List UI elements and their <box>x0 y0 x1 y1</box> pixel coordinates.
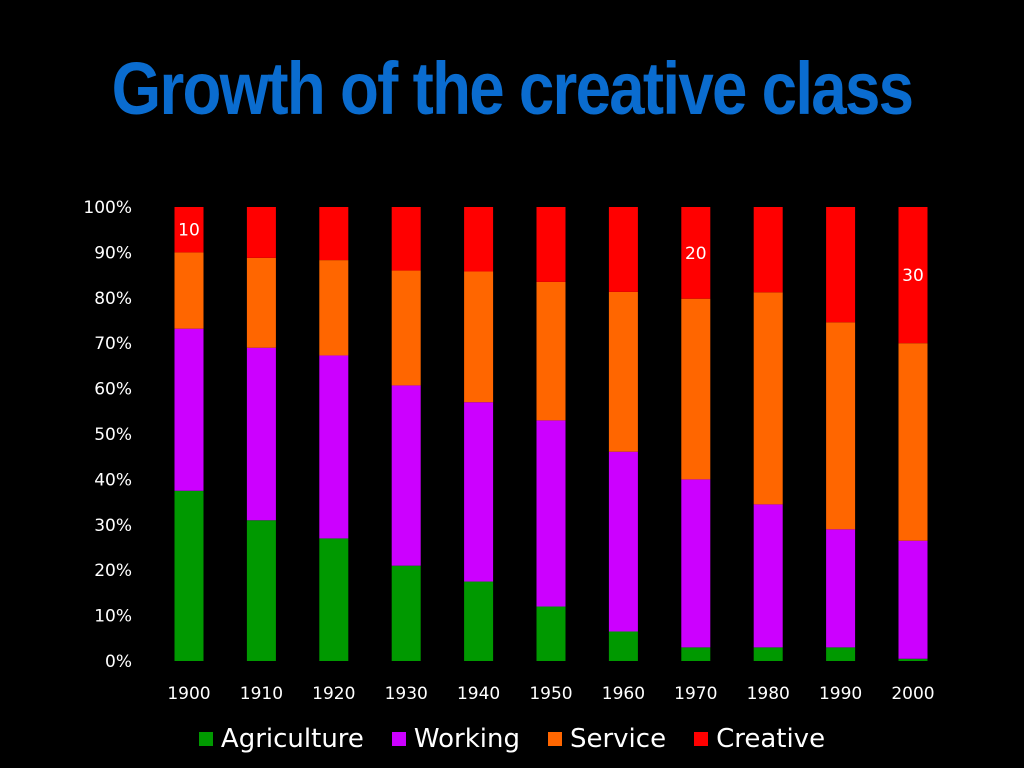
bar-segment-creative-1930 <box>391 207 421 271</box>
bar-segment-agriculture-2000 <box>898 658 928 661</box>
y-tick-label: 60% <box>94 380 132 400</box>
bar-segment-creative-1940 <box>464 207 494 272</box>
bar-segment-creative-1900 <box>174 207 204 253</box>
chart-legend: Agriculture Working Service Creative <box>0 724 1024 754</box>
bar-segment-working-1900 <box>174 328 204 491</box>
y-tick-label: 70% <box>94 334 132 354</box>
bar-segment-creative-1980 <box>753 207 783 293</box>
bar-segment-working-1940 <box>464 402 494 582</box>
y-tick-label: 20% <box>94 561 132 581</box>
bar-segment-working-1990 <box>826 529 856 648</box>
legend-item-agriculture: Agriculture <box>198 724 364 754</box>
bar-segment-working-1930 <box>391 385 421 566</box>
x-tick-label: 1980 <box>747 684 790 704</box>
legend-item-creative: Creative <box>694 724 825 754</box>
bar-segment-agriculture-1990 <box>826 647 856 661</box>
bar-segment-agriculture-1970 <box>681 647 711 661</box>
legend-label-agriculture: Agriculture <box>220 724 364 754</box>
bar-segment-service-1940 <box>464 271 494 403</box>
bar-segment-service-1910 <box>246 257 276 348</box>
bar-segment-service-1960 <box>608 291 638 452</box>
bar-segment-creative-1920 <box>319 207 349 261</box>
bar-segment-service-1930 <box>391 270 421 386</box>
x-tick-label: 1940 <box>457 684 500 704</box>
legend-item-working: Working <box>391 724 520 754</box>
x-tick-label: 1990 <box>819 684 862 704</box>
bar-segment-service-1980 <box>753 292 783 505</box>
y-tick-label: 80% <box>94 289 132 309</box>
bar-segment-agriculture-1950 <box>536 606 566 661</box>
legend-label-creative: Creative <box>716 724 826 754</box>
x-tick-label: 1960 <box>602 684 645 704</box>
bar-segment-working-1970 <box>681 479 711 648</box>
chart-title: Growth of the creative class <box>111 47 914 130</box>
bar-segment-working-1920 <box>319 355 349 539</box>
data-label: 30 <box>902 266 924 286</box>
bar-segment-agriculture-1920 <box>319 538 349 661</box>
x-tick-label: 1950 <box>529 684 572 704</box>
data-label: 10 <box>178 221 200 241</box>
bar-segment-working-1950 <box>536 420 566 607</box>
legend-label-working: Working <box>413 724 520 754</box>
bar-segment-creative-1960 <box>608 207 638 292</box>
bar-segment-agriculture-1900 <box>174 490 204 661</box>
bar-segment-creative-1970 <box>681 207 711 299</box>
bar-segment-service-1900 <box>174 252 204 329</box>
bar-segment-agriculture-1960 <box>608 631 638 661</box>
bar-segment-agriculture-1930 <box>391 565 421 661</box>
bar-segment-working-1980 <box>753 504 783 648</box>
legend-swatch-working <box>391 732 406 746</box>
bar-segment-service-1920 <box>319 260 349 356</box>
bar-segment-service-1950 <box>536 281 566 421</box>
x-tick-label: 1910 <box>240 684 283 704</box>
data-label: 20 <box>685 244 707 264</box>
bar-segment-service-1970 <box>681 298 711 480</box>
bar-segment-working-1910 <box>246 347 276 521</box>
bar-segment-creative-2000 <box>898 207 928 344</box>
x-tick-label: 1970 <box>674 684 717 704</box>
bar-segment-working-2000 <box>898 540 928 659</box>
x-tick-label: 1920 <box>312 684 355 704</box>
legend-item-service: Service <box>547 724 667 754</box>
bar-segment-agriculture-1910 <box>246 520 276 661</box>
bar-segment-creative-1950 <box>536 207 566 282</box>
y-tick-label: 100% <box>83 198 132 218</box>
bar-segment-creative-1990 <box>826 207 856 323</box>
y-tick-label: 10% <box>94 607 132 627</box>
x-tick-label: 1930 <box>385 684 428 704</box>
bar-segment-working-1960 <box>608 451 638 632</box>
legend-label-service: Service <box>569 724 667 754</box>
legend-swatch-service <box>547 732 562 746</box>
y-tick-label: 90% <box>94 243 132 263</box>
bar-segment-agriculture-1980 <box>753 647 783 661</box>
y-tick-label: 40% <box>94 470 132 490</box>
legend-swatch-agriculture <box>198 732 213 746</box>
legend-swatch-creative <box>694 732 709 746</box>
bar-segment-creative-1910 <box>246 207 276 258</box>
bar-segment-service-2000 <box>898 343 928 541</box>
bar-segment-service-1990 <box>826 322 856 530</box>
x-tick-label: 2000 <box>891 684 934 704</box>
y-tick-label: 0% <box>105 652 132 672</box>
y-tick-label: 30% <box>94 516 132 536</box>
y-tick-label: 50% <box>94 425 132 445</box>
bar-segment-agriculture-1940 <box>464 581 494 661</box>
x-tick-label: 1900 <box>167 684 210 704</box>
